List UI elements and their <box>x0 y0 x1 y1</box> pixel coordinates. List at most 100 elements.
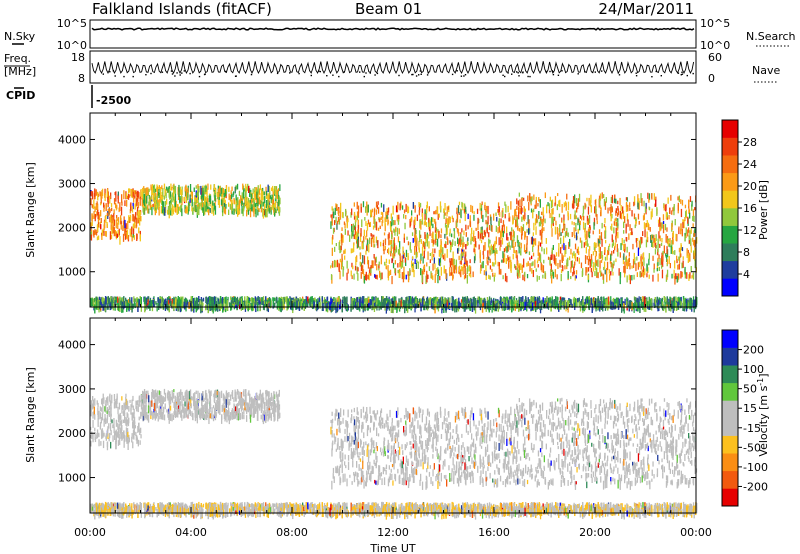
power-scatter-mark <box>431 233 433 238</box>
power-scatter-mark <box>451 233 453 238</box>
power-scatter-mark <box>480 303 482 307</box>
power-scatter-mark <box>590 258 593 267</box>
power-scatter-mark <box>156 198 158 206</box>
power-scatter-mark <box>402 275 405 283</box>
power-scatter-mark <box>419 219 421 227</box>
power-scatter-mark <box>555 252 558 257</box>
power-scatter-mark <box>680 271 682 279</box>
power-scatter-mark <box>638 261 640 268</box>
power-scatter-mark <box>154 202 157 207</box>
power-scatter-mark <box>488 232 490 238</box>
power-scatter-mark <box>258 188 261 195</box>
power-scatter-mark <box>389 269 392 275</box>
power-scatter-mark <box>604 256 607 261</box>
power-scatter-mark <box>498 206 500 216</box>
power-scatter-mark <box>551 251 553 260</box>
power-scatter-mark <box>354 226 356 235</box>
power-scatter-mark <box>492 247 494 254</box>
power-scatter-mark <box>567 304 569 313</box>
power-scatter-mark <box>589 259 591 268</box>
power-scatter-mark <box>587 274 589 280</box>
power-scatter-mark <box>588 255 591 262</box>
power-scatter-mark <box>447 218 449 227</box>
power-scatter-mark <box>531 255 533 260</box>
power-scatter-mark <box>335 243 337 247</box>
power-scatter-mark <box>109 216 111 223</box>
power-scatter-mark <box>225 204 227 209</box>
nave-dot <box>102 73 104 75</box>
power-scatter-mark <box>501 225 503 233</box>
power-scatter-mark <box>464 254 466 263</box>
power-scatter-mark <box>396 214 398 221</box>
power-scatter-mark <box>610 214 612 222</box>
power-scatter-mark <box>467 237 469 242</box>
power-scatter-mark <box>585 267 587 276</box>
nave-dot <box>132 75 134 78</box>
power-scatter-mark <box>90 199 92 204</box>
power-scatter-mark <box>483 270 485 276</box>
power-scatter-mark <box>370 238 373 247</box>
power-scatter-mark <box>479 252 481 258</box>
power-scatter-mark <box>156 184 158 188</box>
power-scatter-mark <box>411 260 413 268</box>
power-scatter-mark <box>94 188 96 197</box>
power-scatter-mark <box>648 193 651 201</box>
power-scatter-mark <box>137 202 140 209</box>
power-scatter-mark <box>357 273 359 281</box>
power-scatter-mark <box>104 193 106 198</box>
power-scatter-mark <box>643 213 645 220</box>
power-scatter-mark <box>578 193 581 202</box>
power-scatter-mark <box>174 185 177 194</box>
power-scatter-mark <box>514 209 516 218</box>
power-scatter-mark <box>238 200 240 209</box>
power-scatter-mark <box>384 304 386 311</box>
power-scatter-mark <box>533 238 535 243</box>
power-scatter-mark <box>342 266 345 271</box>
power-scatter-mark <box>258 193 260 203</box>
power-scatter-mark <box>90 234 93 241</box>
power-scatter-mark <box>503 224 505 234</box>
power-scatter-mark <box>485 273 487 281</box>
power-scatter-mark <box>457 237 459 245</box>
nave-dot <box>310 74 312 77</box>
power-scatter-mark <box>449 258 451 263</box>
power-scatter-mark <box>237 208 239 217</box>
nave-dot <box>363 75 365 78</box>
power-scatter-mark <box>181 189 183 195</box>
power-scatter-mark <box>211 201 213 208</box>
power-scatter-mark <box>356 215 359 221</box>
power-scatter-mark <box>189 198 191 203</box>
power-scatter-mark <box>264 209 266 215</box>
power-scatter-mark <box>254 203 256 208</box>
power-scatter-mark <box>351 229 353 239</box>
power-scatter-mark <box>532 261 534 266</box>
power-scatter-mark <box>693 230 695 237</box>
power-scatter-mark <box>353 213 356 220</box>
power-scatter-mark <box>344 248 346 254</box>
power-scatter-mark <box>615 217 617 221</box>
power-scatter-mark <box>679 302 681 309</box>
power-scatter-mark <box>530 208 533 213</box>
power-scatter-mark <box>332 260 334 268</box>
power-scatter-mark <box>128 215 130 223</box>
power-scatter-mark <box>350 270 352 277</box>
power-scatter-mark <box>460 302 462 308</box>
power-scatter-mark <box>680 243 682 250</box>
power-scatter-mark <box>437 267 439 274</box>
power-scatter-mark <box>574 253 577 262</box>
power-scatter-mark <box>659 243 661 248</box>
power-scatter-mark <box>94 229 96 235</box>
power-scatter-mark <box>262 296 265 302</box>
power-scatter-mark <box>518 265 520 274</box>
power-scatter-mark <box>460 233 462 240</box>
power-scatter-mark <box>394 249 396 254</box>
power-scatter-mark <box>163 195 165 200</box>
power-scatter-mark <box>617 248 619 257</box>
power-scatter-mark <box>164 206 167 213</box>
power-scatter-mark <box>557 193 559 197</box>
power-scatter-mark <box>124 200 126 207</box>
power-scatter-mark <box>629 207 631 212</box>
freq-trace <box>91 61 695 78</box>
power-scatter-mark <box>279 184 281 191</box>
power-scatter-mark <box>649 227 651 232</box>
